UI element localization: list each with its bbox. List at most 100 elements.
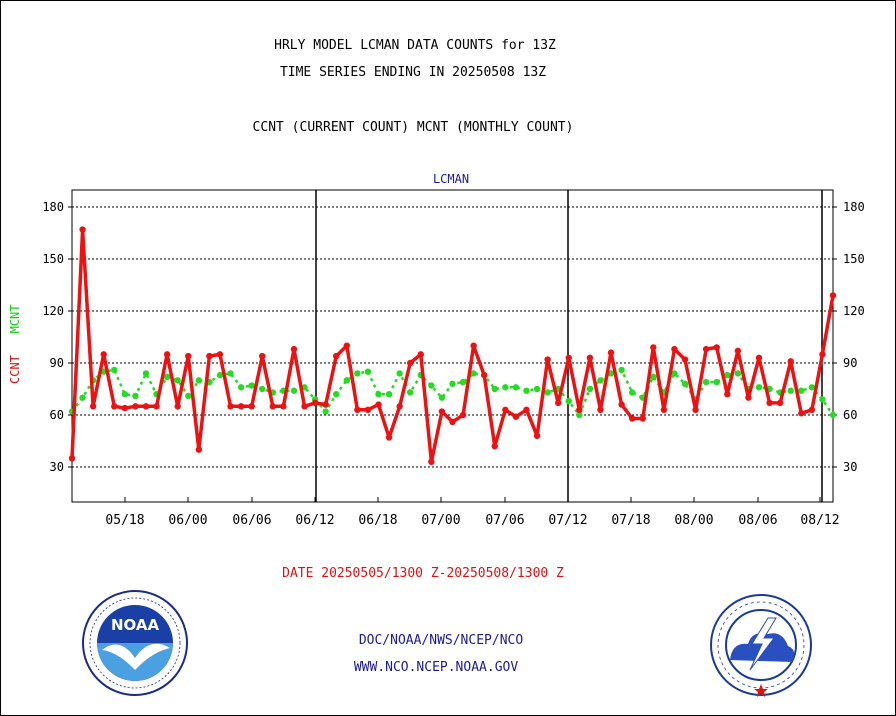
- noaa-logo-icon: NOAA: [82, 590, 188, 696]
- data-point-ccnt: [576, 406, 583, 413]
- data-point-ccnt: [354, 406, 361, 413]
- data-point-mcnt: [607, 370, 615, 377]
- data-point-ccnt: [586, 354, 594, 361]
- data-point-ccnt: [766, 399, 773, 407]
- data-point-ccnt: [650, 344, 657, 351]
- data-point-mcnt: [586, 385, 594, 393]
- data-point-ccnt: [776, 399, 784, 407]
- data-point-mcnt: [163, 373, 171, 381]
- data-point-mcnt: [787, 387, 794, 394]
- data-point-ccnt: [502, 406, 509, 413]
- data-point-ccnt: [163, 351, 171, 358]
- x-tick-label: 05/18: [105, 513, 144, 528]
- data-point-mcnt: [132, 392, 139, 400]
- data-point-ccnt: [174, 403, 181, 410]
- y-tick-label-right: 150: [843, 252, 865, 266]
- data-point-ccnt: [692, 406, 699, 413]
- x-tick-label: 08/12: [800, 513, 839, 528]
- data-point-mcnt: [491, 385, 498, 393]
- chart-subtitle: TIME SERIES ENDING IN 20250508 13Z: [279, 65, 547, 80]
- credit-line: DOC/NOAA/NWS/NCEP/NCO: [358, 633, 524, 648]
- data-point-ccnt: [322, 401, 329, 408]
- x-tick-label: 07/12: [548, 513, 587, 528]
- data-point-ccnt: [343, 342, 351, 349]
- data-point-ccnt: [121, 404, 129, 412]
- data-point-ccnt: [68, 455, 76, 462]
- data-point-ccnt: [808, 406, 816, 413]
- data-point-ccnt: [554, 399, 562, 407]
- data-point-ccnt: [417, 351, 424, 358]
- data-point-ccnt: [311, 399, 319, 407]
- data-point-ccnt: [481, 371, 488, 379]
- data-point-ccnt: [745, 394, 752, 401]
- data-point-ccnt: [681, 356, 689, 363]
- data-point-ccnt: [100, 351, 107, 358]
- grid-layer: [72, 190, 833, 502]
- data-point-ccnt: [639, 415, 646, 422]
- data-point-mcnt: [396, 370, 403, 377]
- y-tick-label-left: 30: [50, 460, 64, 474]
- data-point-mcnt: [565, 397, 572, 405]
- data-point-ccnt: [470, 342, 477, 349]
- data-point-ccnt: [819, 351, 826, 358]
- data-point-ccnt: [438, 408, 446, 415]
- series-layer: [68, 226, 837, 465]
- data-point-ccnt: [195, 446, 203, 453]
- data-point-mcnt: [681, 380, 689, 387]
- data-point-mcnt: [702, 378, 710, 386]
- data-point-mcnt: [650, 373, 657, 381]
- data-point-ccnt: [734, 347, 742, 355]
- data-point-ccnt: [142, 403, 150, 410]
- data-point-ccnt: [407, 359, 414, 367]
- data-point-mcnt: [597, 377, 604, 384]
- data-point-ccnt: [512, 413, 520, 420]
- data-point-ccnt: [428, 458, 435, 465]
- data-point-ccnt: [385, 434, 393, 441]
- data-point-mcnt: [385, 391, 393, 398]
- x-tick-label: 08/00: [674, 513, 713, 528]
- data-point-mcnt: [79, 394, 86, 401]
- x-tick-label: 07/06: [485, 513, 524, 528]
- data-point-ccnt: [216, 351, 224, 358]
- data-point-mcnt: [533, 385, 541, 393]
- data-point-ccnt: [333, 352, 340, 360]
- data-point-ccnt: [79, 226, 86, 233]
- y-tick-label-left: 60: [50, 408, 64, 422]
- data-point-ccnt: [185, 352, 192, 360]
- data-point-ccnt: [523, 406, 530, 413]
- data-point-mcnt: [121, 391, 129, 398]
- data-point-ccnt: [237, 403, 245, 410]
- x-tick-label: 08/06: [738, 513, 777, 528]
- data-point-mcnt: [502, 384, 509, 391]
- data-point-ccnt: [618, 401, 625, 408]
- data-point-mcnt: [724, 371, 731, 379]
- data-point-mcnt: [438, 394, 446, 401]
- y-tick-label-right: 90: [843, 356, 857, 370]
- data-point-mcnt: [343, 377, 351, 384]
- data-point-ccnt: [459, 411, 467, 419]
- data-point-ccnt: [702, 345, 710, 353]
- data-point-mcnt: [216, 371, 224, 379]
- data-point-mcnt: [322, 408, 329, 415]
- data-point-ccnt: [533, 432, 541, 439]
- data-point-ccnt: [671, 345, 678, 353]
- data-point-ccnt: [290, 345, 298, 353]
- data-point-mcnt: [618, 366, 625, 374]
- plot-border: [71, 189, 834, 503]
- data-point-ccnt: [787, 358, 794, 365]
- data-point-ccnt: [153, 403, 160, 410]
- data-point-ccnt: [660, 406, 668, 413]
- website-link[interactable]: WWW.NCO.NCEP.NOAA.GOV: [353, 660, 519, 675]
- data-point-mcnt: [544, 389, 551, 396]
- data-point-mcnt: [798, 387, 805, 394]
- data-point-ccnt: [248, 403, 255, 410]
- chart-legend-description: CCNT (CURRENT COUNT) MCNT (MONTHLY COUNT…: [252, 120, 574, 135]
- data-point-mcnt: [248, 382, 255, 389]
- x-tick-label: 07/18: [611, 513, 650, 528]
- data-point-mcnt: [628, 389, 636, 396]
- x-tick-label: 07/00: [421, 513, 460, 528]
- data-point-mcnt: [671, 370, 678, 377]
- data-point-mcnt: [576, 411, 583, 419]
- data-point-mcnt: [819, 396, 826, 403]
